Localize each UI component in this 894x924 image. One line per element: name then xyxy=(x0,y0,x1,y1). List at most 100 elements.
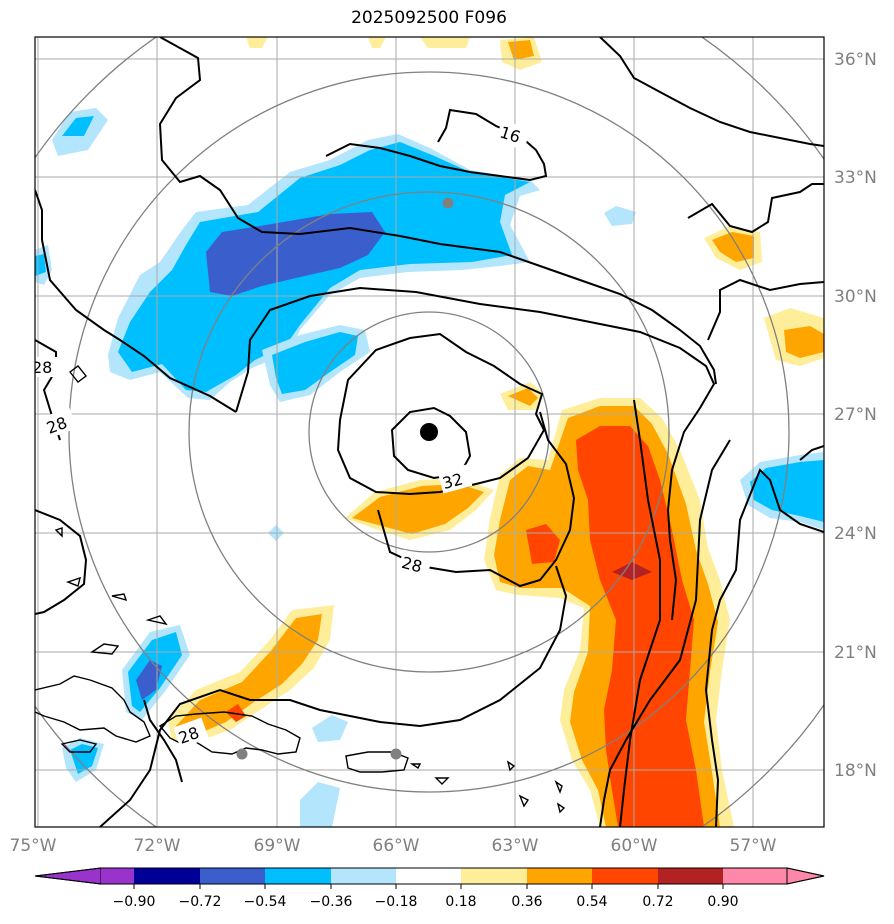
colorbar-tick-label-7: 0.36 xyxy=(511,894,542,910)
lon-label-72w: 72°W xyxy=(134,836,181,856)
lat-label-24n: 24°N xyxy=(834,524,877,544)
contour-label-32: 32 xyxy=(440,469,465,493)
colorbar-swatch-9 xyxy=(592,868,658,884)
shading-blue-tongue-inner xyxy=(272,332,358,394)
shading-blue-nw-small-inner xyxy=(62,116,94,136)
coast-jamaica xyxy=(60,739,98,753)
lat-label-36n: 36°N xyxy=(834,50,877,70)
coast-lesser-3 xyxy=(556,802,566,814)
coast-bahamas-5 xyxy=(54,527,63,538)
colorbar-swatch-5 xyxy=(331,868,397,884)
contour-ne-2 xyxy=(707,278,824,341)
contour-16 xyxy=(158,37,717,385)
colorbar-swatch-10 xyxy=(658,868,724,884)
coast-cuba xyxy=(35,675,151,743)
shading-blue-east-inner xyxy=(750,460,824,522)
contour-lines xyxy=(35,37,824,827)
colorbar-swatch-7 xyxy=(461,868,527,884)
shading-red-east-band xyxy=(576,426,704,827)
contour-east-4 xyxy=(799,445,824,461)
shading-yellow-top-2 xyxy=(420,37,470,48)
coast-lesser-1 xyxy=(518,794,530,808)
colorbar-tick-label-10: 0.90 xyxy=(707,894,738,910)
lon-label-66w: 66°W xyxy=(373,836,420,856)
shading-royal-blue-north xyxy=(206,212,385,296)
shading-red-small xyxy=(526,524,560,564)
contour-north xyxy=(599,37,824,147)
colorbar-outline xyxy=(34,867,825,885)
colorbar-swatch-3 xyxy=(200,868,266,884)
coast-bahamas-4 xyxy=(145,615,168,626)
colorbar-swatch-11 xyxy=(723,868,787,884)
shading-layer xyxy=(35,37,824,827)
contour-east-3 xyxy=(704,468,824,827)
colorbar-extend-low xyxy=(34,867,102,885)
coast-lesser-4 xyxy=(506,760,516,772)
colorbar-extend-high xyxy=(786,867,825,885)
gridlines xyxy=(35,37,824,827)
coast-bahamas-2 xyxy=(65,576,81,587)
contour-sw-small xyxy=(143,699,183,783)
contour-16-top xyxy=(325,108,548,182)
colorbar-tick-label-9: 0.72 xyxy=(642,894,673,910)
colorbar-swatch-2 xyxy=(134,868,200,884)
colorbar-swatch-8 xyxy=(527,868,593,884)
coast-lesser-6 xyxy=(409,763,422,770)
map-frame xyxy=(34,36,825,828)
contour-south-west xyxy=(99,565,568,827)
coast-lesser-5 xyxy=(434,777,450,785)
contour-east xyxy=(619,399,661,827)
shading-orange-mid xyxy=(508,388,538,406)
colorbar-swatch-6 xyxy=(396,868,462,884)
colorbar-tick-label-4: −0.36 xyxy=(310,894,353,910)
latitude-labels: 36°N 33°N 30°N 27°N 24°N 21°N 18°N xyxy=(834,50,877,781)
lon-label-75w: 75°W xyxy=(10,836,57,856)
contour-32 xyxy=(336,332,546,496)
markers xyxy=(236,197,454,760)
contour-inner-core xyxy=(390,406,472,480)
coast-puerto-rico xyxy=(345,751,409,773)
lat-label-18n: 18°N xyxy=(834,761,877,781)
storm-center-marker xyxy=(420,423,438,441)
shading-orange-center-south xyxy=(352,484,484,534)
shading-orange-ne-2 xyxy=(784,326,824,358)
lon-label-57w: 57°W xyxy=(730,836,777,856)
lat-label-30n: 30°N xyxy=(834,287,877,307)
contour-28-inner xyxy=(235,286,716,621)
colorbar-tick-label-2: −0.72 xyxy=(179,894,222,910)
shading-yellow-top-4 xyxy=(368,37,386,48)
station-marker-hispaniola xyxy=(236,748,248,760)
lat-label-33n: 33°N xyxy=(834,168,877,188)
lat-label-21n: 21°N xyxy=(834,643,877,663)
coast-bahamas-1 xyxy=(89,643,120,655)
colorbar-tick-label-8: 0.54 xyxy=(576,894,607,910)
shading-red-sw-streak xyxy=(226,704,246,722)
colorbar: −0.90 −0.72 −0.54 −0.36 −0.18 0.18 0.36 … xyxy=(34,867,825,910)
colorbar-swatch-4 xyxy=(265,868,331,884)
lon-label-60w: 60°W xyxy=(611,836,658,856)
colorbar-ticks xyxy=(133,884,724,889)
contour-west-3 xyxy=(35,509,88,615)
contour-label-28-a: 28 xyxy=(400,553,425,577)
contour-ne xyxy=(687,183,824,234)
shading-blue-small-3 xyxy=(312,715,348,742)
colorbar-tick-label-6: 0.18 xyxy=(445,894,476,910)
station-marker-bermuda xyxy=(442,197,454,209)
colorbar-tick-label-5: −0.18 xyxy=(375,894,418,910)
lon-label-69w: 69°W xyxy=(254,836,301,856)
shading-orange-ne-1 xyxy=(712,232,754,262)
shading-blue-small-4 xyxy=(300,782,340,827)
colorbar-tick-label-1: −0.90 xyxy=(113,894,156,910)
shading-orange-sw-streak xyxy=(176,614,322,734)
longitude-labels: 75°W 72°W 69°W 66°W 63°W 60°W 57°W xyxy=(10,836,777,856)
shading-royal-blue-haiti xyxy=(136,660,162,700)
station-marker-puerto-rico xyxy=(390,748,402,760)
shading-blue-small-1 xyxy=(604,206,636,226)
contour-west xyxy=(35,189,237,413)
colorbar-tick-label-3: −0.54 xyxy=(244,894,287,910)
coast-lesser-2 xyxy=(554,780,563,795)
coast-bahamas-3 xyxy=(111,593,128,602)
